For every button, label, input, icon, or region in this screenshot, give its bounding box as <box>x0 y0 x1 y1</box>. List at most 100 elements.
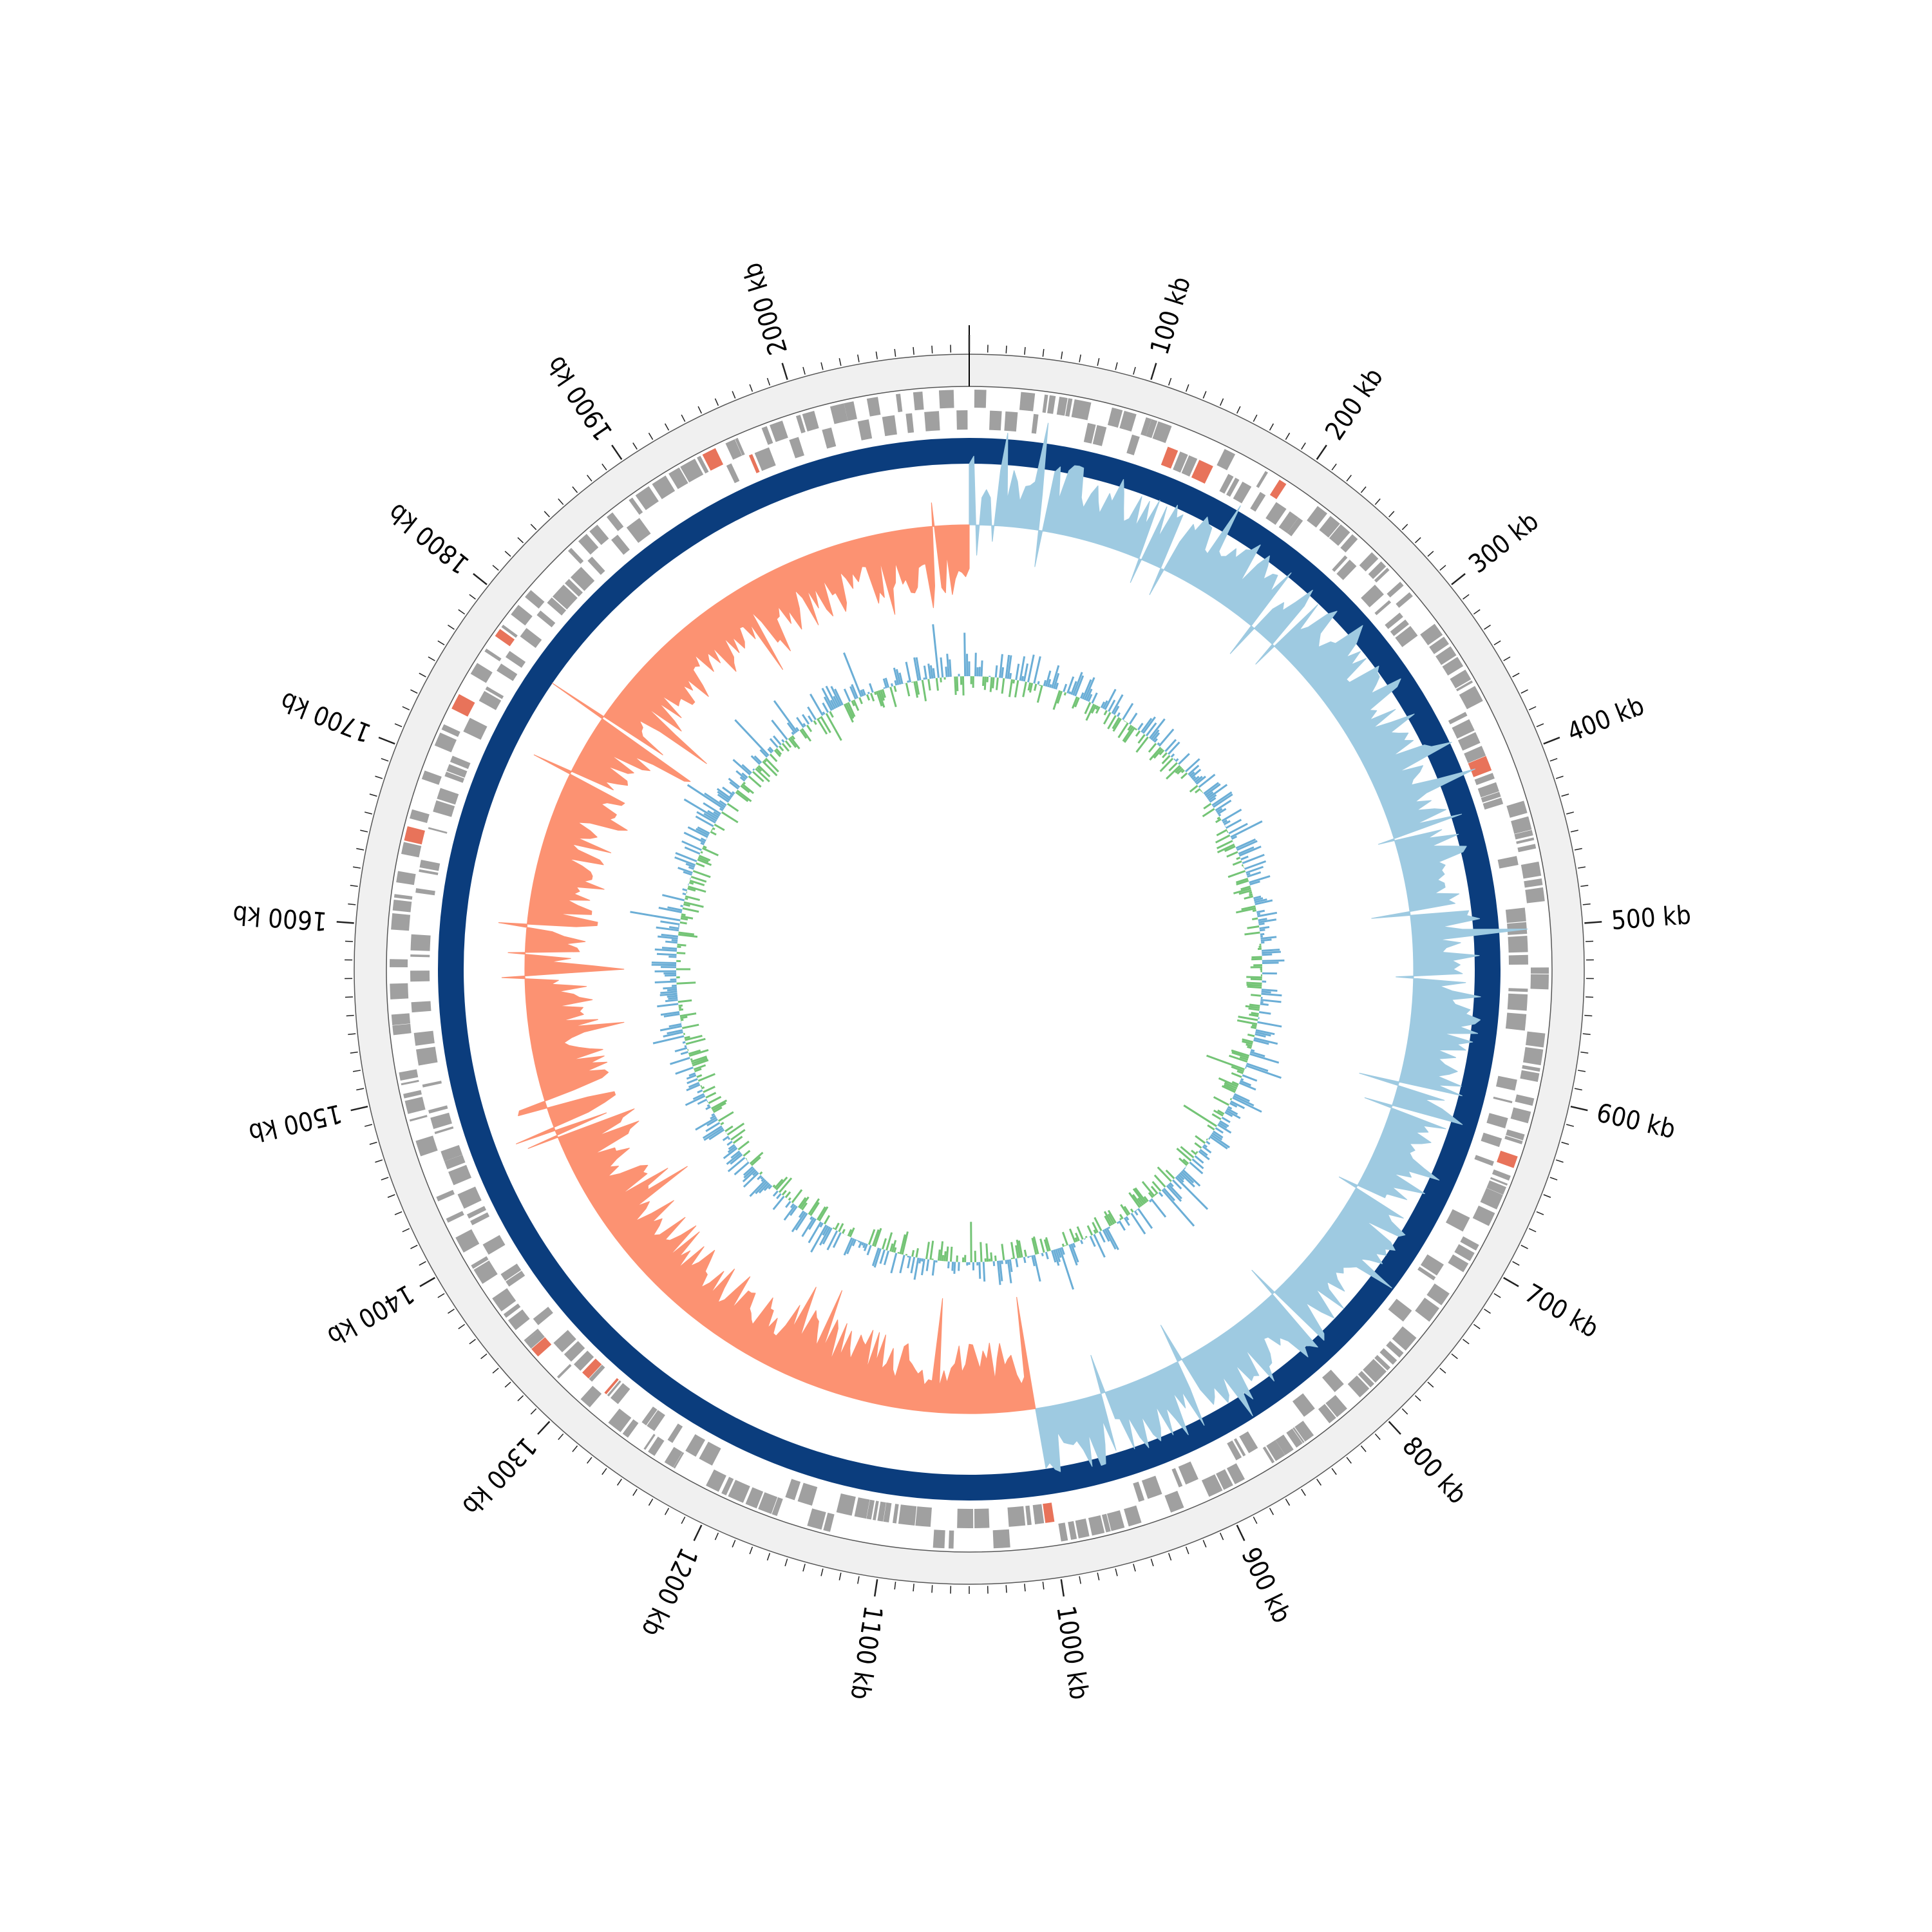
cds-feature <box>1374 600 1392 616</box>
cds-feature <box>802 410 819 431</box>
minor-tick <box>1414 1395 1421 1401</box>
cds-feature <box>1226 477 1240 497</box>
cds-feature <box>410 809 430 824</box>
cds-feature <box>536 610 556 628</box>
cds-feature <box>1374 1354 1391 1371</box>
cds-feature <box>622 1419 639 1438</box>
cds-feature <box>754 447 776 471</box>
tick-label: 100 kb <box>1145 273 1197 358</box>
cds-feature <box>770 421 788 442</box>
cds-feature <box>699 1441 721 1466</box>
cds-feature <box>1275 1434 1294 1455</box>
cds-feature <box>721 1477 734 1496</box>
tick-label: 1600 kb <box>232 899 328 936</box>
cds-feature <box>1286 1428 1303 1448</box>
cds-feature <box>1530 967 1549 974</box>
minor-tick <box>1374 1433 1381 1440</box>
minor-tick <box>1269 423 1274 431</box>
cds-feature <box>466 1206 486 1219</box>
minor-tick <box>913 1584 914 1592</box>
cds-feature <box>482 1235 506 1255</box>
minor-tick <box>1493 640 1501 646</box>
cds-feature <box>1359 552 1379 572</box>
cds-feature <box>1454 1244 1475 1262</box>
major-tick <box>1584 921 1602 924</box>
cds-feature <box>761 426 773 445</box>
minor-tick <box>1577 1070 1586 1072</box>
minor-tick <box>558 498 564 506</box>
minor-tick <box>1520 1244 1528 1249</box>
minor-tick <box>369 793 377 797</box>
cds-feature <box>1278 511 1299 533</box>
cds-feature <box>582 1358 602 1379</box>
minor-tick <box>749 1546 753 1555</box>
cds-feature <box>748 454 760 473</box>
cds-feature <box>430 1112 452 1130</box>
cds-feature <box>643 1434 656 1450</box>
cds-feature <box>428 827 448 834</box>
cds-feature <box>641 1406 658 1426</box>
cds-feature <box>924 411 940 431</box>
cds-feature <box>680 459 704 483</box>
cds-feature <box>485 686 504 699</box>
cds-feature <box>437 788 459 805</box>
cds-feature <box>1480 1188 1503 1210</box>
minor-tick <box>1439 565 1446 571</box>
cds-feature <box>1505 1012 1527 1031</box>
cds-feature <box>726 463 740 484</box>
backbone-track <box>438 438 1501 1501</box>
cds-feature <box>702 448 724 471</box>
minor-tick <box>1185 384 1189 392</box>
minor-tick <box>352 1070 361 1072</box>
minor-tick <box>1097 358 1100 366</box>
minor-tick <box>1331 463 1337 471</box>
minor-tick <box>375 775 383 779</box>
cds-feature <box>685 1434 706 1457</box>
cds-feature <box>956 410 968 430</box>
cds-feature <box>399 1069 419 1081</box>
cds-feature <box>1429 636 1450 654</box>
cds-feature <box>758 1492 778 1514</box>
minor-tick <box>572 486 578 493</box>
minor-tick <box>1503 656 1511 661</box>
cds-feature <box>1321 1369 1344 1392</box>
cds-feature <box>882 415 897 437</box>
cds-feature <box>905 413 914 433</box>
minor-tick <box>345 996 353 998</box>
major-tick <box>1503 1276 1519 1287</box>
cds-feature <box>1171 1468 1183 1488</box>
cds-feature <box>1396 592 1413 608</box>
tick-label: 600 kb <box>1594 1098 1678 1144</box>
minor-tick <box>394 1211 402 1215</box>
cds-feature <box>1119 410 1137 432</box>
cds-feature <box>673 1452 685 1469</box>
minor-tick <box>394 723 402 728</box>
cds-feature <box>470 663 493 683</box>
cds-feature <box>471 1256 489 1269</box>
cds-feature <box>877 1501 886 1522</box>
cds-feature <box>1336 560 1357 580</box>
cds-feature <box>1329 524 1350 546</box>
cds-feature <box>611 535 630 555</box>
cds-feature <box>1181 455 1198 477</box>
cds-feature <box>1515 1094 1535 1106</box>
cds-feature <box>1239 1431 1258 1454</box>
minor-tick <box>714 1532 719 1540</box>
cds-feature <box>1504 1135 1523 1144</box>
cds-feature <box>866 397 881 417</box>
minor-tick <box>664 1508 670 1515</box>
cds-feature <box>428 1105 448 1114</box>
minor-tick <box>558 1433 564 1440</box>
cds-feature <box>1347 1375 1370 1397</box>
minor-tick <box>749 384 753 392</box>
cds-feature <box>772 1497 783 1517</box>
cds-feature <box>1520 861 1542 879</box>
tick-label: 1700 kb <box>276 686 375 748</box>
cds-feature <box>629 497 643 515</box>
cds-feature <box>1516 837 1535 844</box>
cds-feature <box>989 410 1002 431</box>
minor-tick <box>1133 366 1136 375</box>
cds-feature <box>913 391 924 411</box>
minor-tick <box>504 1381 511 1388</box>
